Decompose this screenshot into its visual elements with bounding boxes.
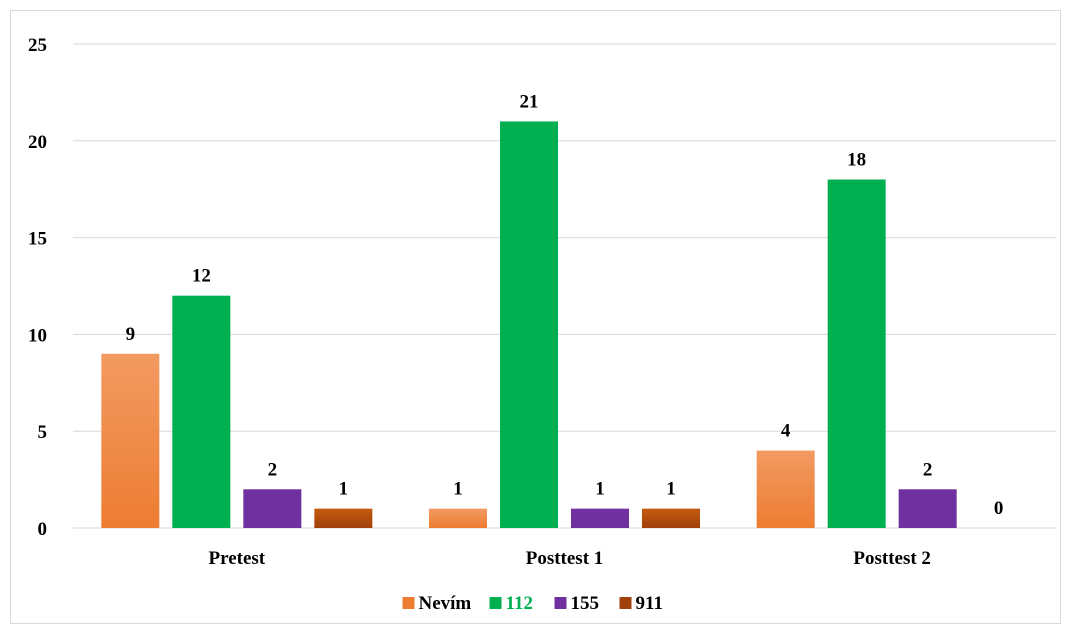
- category-label: Posttest 1: [526, 548, 604, 569]
- bar-Nevím-Pretest: [101, 353, 160, 528]
- bar-112-Pretest: [172, 295, 231, 528]
- data-label: 21: [520, 91, 539, 112]
- y-axis-ticks: 0 5 10 15 20 25: [28, 35, 47, 540]
- y-tick-label: 0: [38, 519, 48, 540]
- data-label: 1: [453, 479, 463, 500]
- legend-swatch: [554, 597, 567, 609]
- data-label: 1: [666, 479, 676, 500]
- legend-swatch: [402, 597, 415, 609]
- bar-911-Posttest 1: [642, 508, 700, 528]
- legend: Nevím 112 155 911: [402, 593, 663, 614]
- data-label: 2: [923, 459, 933, 480]
- y-tick-label: 10: [28, 325, 47, 346]
- data-label: 18: [847, 150, 866, 171]
- bar-155-Pretest: [243, 489, 302, 528]
- data-label: 1: [339, 479, 349, 500]
- y-tick-label: 5: [38, 422, 48, 443]
- gridlines: [73, 43, 1056, 529]
- x-axis-categories: Pretest Posttest 1 Posttest 2: [209, 548, 931, 569]
- data-label: 4: [781, 421, 791, 442]
- data-label: 9: [126, 324, 136, 345]
- bar-155-Posttest 1: [571, 508, 629, 528]
- bar-112-Posttest 2: [827, 179, 886, 528]
- bar-Nevím-Posttest 1: [429, 508, 487, 528]
- chart-frame: 0 5 10 15 20 25 9 12 2 1 1 21 1 1 4 18 2 0 Pretest Postte…: [10, 10, 1061, 624]
- bar-112-Posttest 1: [500, 121, 558, 528]
- category-label: Pretest: [209, 548, 266, 569]
- y-tick-label: 15: [28, 229, 47, 250]
- y-tick-label: 25: [28, 35, 47, 56]
- bar-155-Posttest 2: [898, 489, 957, 528]
- bars: [101, 121, 957, 528]
- bar-Nevím-Posttest 2: [756, 450, 815, 528]
- data-label: 12: [192, 266, 211, 287]
- legend-swatch: [489, 597, 502, 609]
- bar-911-Pretest: [314, 508, 373, 528]
- legend-label: 911: [636, 593, 663, 614]
- legend-label: 155: [571, 593, 600, 614]
- y-tick-label: 20: [28, 132, 47, 153]
- legend-swatch: [619, 597, 632, 609]
- data-label: 1: [595, 479, 605, 500]
- category-label: Posttest 2: [853, 548, 931, 569]
- legend-label: Nevím: [419, 593, 472, 614]
- data-label: 2: [268, 459, 278, 480]
- legend-label: 112: [506, 593, 533, 614]
- data-label: 0: [994, 498, 1004, 519]
